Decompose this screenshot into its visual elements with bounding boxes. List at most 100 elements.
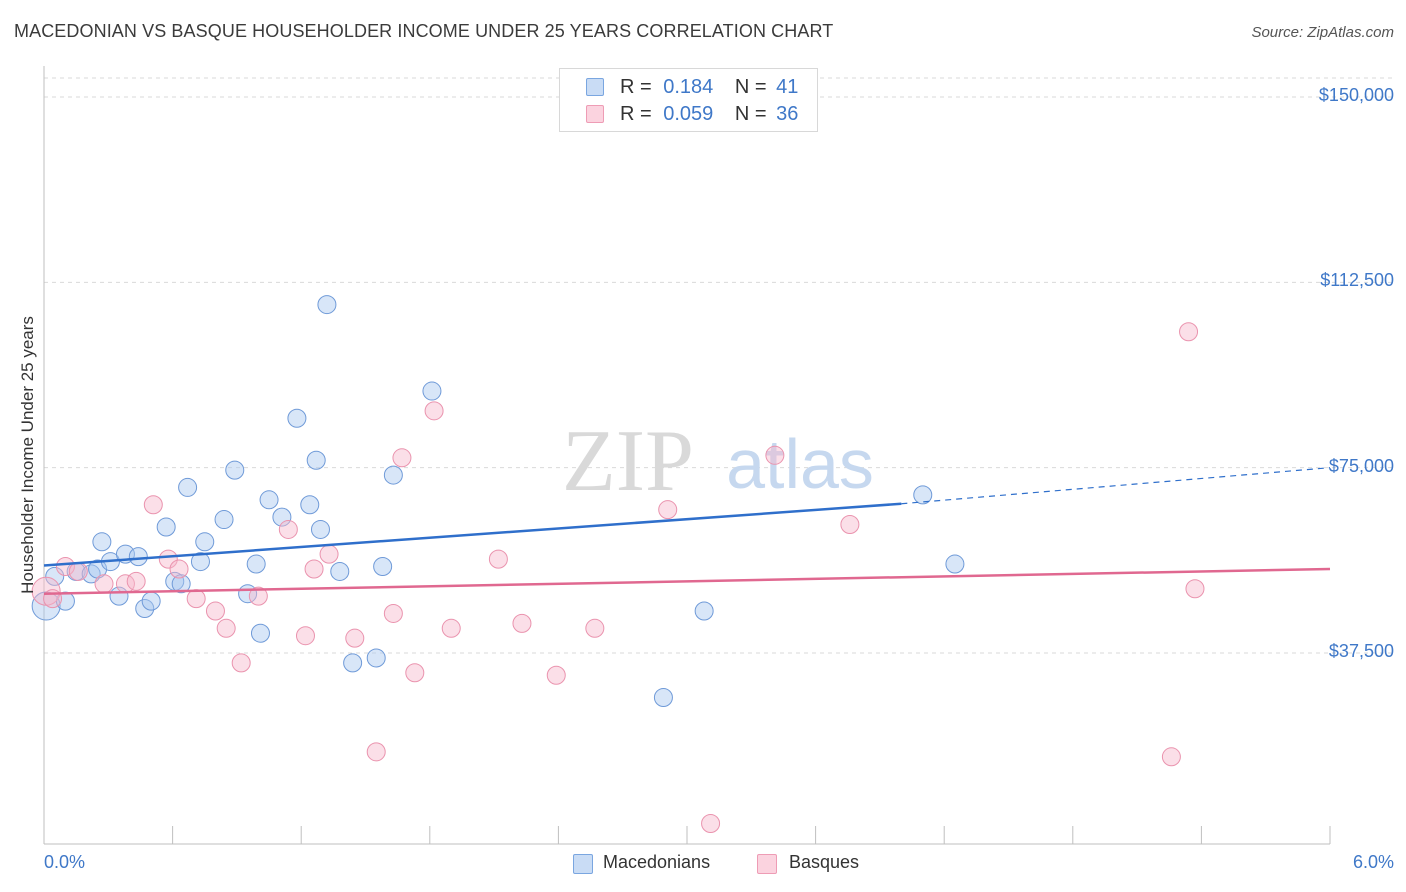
basque-point <box>1185 579 1205 599</box>
macedonian-point <box>694 601 714 621</box>
legend-n-label: N = <box>734 103 767 125</box>
basque-point <box>94 574 114 594</box>
macedonian-point <box>128 547 148 567</box>
macedonian-point <box>250 623 270 643</box>
basque-point <box>840 515 860 535</box>
macedonian-point <box>178 477 198 497</box>
macedonian-point <box>141 591 161 611</box>
basque-point <box>143 495 163 515</box>
basque-point <box>319 544 339 564</box>
basque-point <box>248 586 268 606</box>
macedonian-point <box>171 574 191 594</box>
macedonian-point <box>195 532 215 552</box>
basque-point <box>585 618 605 638</box>
basque-point <box>701 814 721 834</box>
bottom-legend-label: Macedonians <box>603 852 711 872</box>
basque-point <box>424 401 444 421</box>
macedonian-point <box>317 295 337 315</box>
macedonian-point <box>310 519 330 539</box>
basque-point <box>488 549 508 569</box>
basque-point <box>278 519 298 539</box>
basque-point <box>658 500 678 520</box>
watermark-atlas: atlas <box>726 425 874 503</box>
legend-n-value: 41 <box>776 76 799 98</box>
basque-point <box>405 663 425 683</box>
basque-point <box>216 618 236 638</box>
watermark: ZIP atlas <box>562 413 874 510</box>
y-tick-label: $75,000 <box>1328 455 1394 476</box>
macedonian-point <box>330 561 350 581</box>
basque-point <box>512 613 532 633</box>
legend-n-label: N = <box>734 76 767 98</box>
basques-trend-line <box>43 567 1331 595</box>
bottom-legend-label: Basques <box>789 852 860 872</box>
basque-point <box>383 603 403 623</box>
basque-point <box>158 549 178 569</box>
macedonian-point <box>306 450 326 470</box>
macedonian-point <box>225 460 245 480</box>
source-label: Source: ZipAtlas.com <box>1251 24 1394 41</box>
basque-point <box>68 561 88 581</box>
basque-point <box>441 618 461 638</box>
macedonian-point <box>135 599 155 619</box>
chart-title: MACEDONIAN VS BASQUE HOUSEHOLDER INCOME … <box>14 21 834 41</box>
macedonian-point <box>343 653 363 673</box>
legend-swatch-blue <box>586 78 604 96</box>
macedonian-point <box>214 510 234 530</box>
legend-r-value: 0.059 <box>663 103 714 125</box>
basque-point <box>366 742 386 762</box>
legend-swatch-pink <box>586 105 604 123</box>
basque-point <box>345 628 365 648</box>
correlation-legend: R = 0.184 N = 41 R = 0.059 N = 36 <box>559 68 818 132</box>
basque-point <box>546 665 566 685</box>
basque-point <box>1179 322 1199 342</box>
axes <box>43 66 1331 845</box>
basque-point <box>295 626 315 646</box>
macedonian-point <box>45 566 65 586</box>
basque-point <box>186 589 206 609</box>
macedonian-point <box>300 495 320 515</box>
bottom-legend-swatch-blue <box>573 854 593 874</box>
gridlines <box>44 77 1392 654</box>
watermark-zip: ZIP <box>562 413 694 510</box>
bottom-legend-swatch-pink <box>757 854 777 874</box>
macedonian-point <box>259 490 279 510</box>
macedonian-point <box>272 507 292 527</box>
macedonian-point <box>246 554 266 574</box>
y-axis-label: Householder Income Under 25 years <box>18 316 37 594</box>
y-tick-label: $112,500 <box>1320 270 1394 291</box>
legend-n-value: 36 <box>776 103 799 125</box>
macedonian-point <box>156 517 176 537</box>
macedonian-point <box>383 465 403 485</box>
macedonians-points <box>31 295 965 707</box>
basque-point <box>55 557 75 577</box>
basque-point <box>392 448 412 468</box>
basque-point <box>304 559 324 579</box>
macedonian-point <box>287 408 307 428</box>
macedonian-point <box>373 557 393 577</box>
macedonian-point <box>653 687 673 707</box>
y-tick-label: $37,500 <box>1328 641 1394 661</box>
x-tick-max: 6.0% <box>1352 852 1394 872</box>
basque-point <box>1161 747 1181 767</box>
legend-r-value: 0.184 <box>663 76 714 98</box>
macedonians-trend-extension <box>901 467 1331 505</box>
basque-point <box>126 571 146 591</box>
x-tick-min: 0.0% <box>44 852 86 872</box>
macedonian-point <box>422 381 442 401</box>
trend-lines <box>43 467 1331 595</box>
legend-r-label: R = <box>620 103 652 125</box>
macedonian-point <box>913 485 933 505</box>
basque-point <box>205 601 225 621</box>
macedonian-point <box>366 648 386 668</box>
basques-points <box>31 322 1205 834</box>
legend-r-label: R = <box>620 76 652 98</box>
macedonian-point <box>92 532 112 552</box>
macedonian-point <box>190 552 210 572</box>
basque-point <box>169 559 189 579</box>
macedonians-trend-line <box>43 502 902 567</box>
basque-point <box>765 445 785 465</box>
basque-point <box>231 653 251 673</box>
macedonian-point <box>945 554 965 574</box>
